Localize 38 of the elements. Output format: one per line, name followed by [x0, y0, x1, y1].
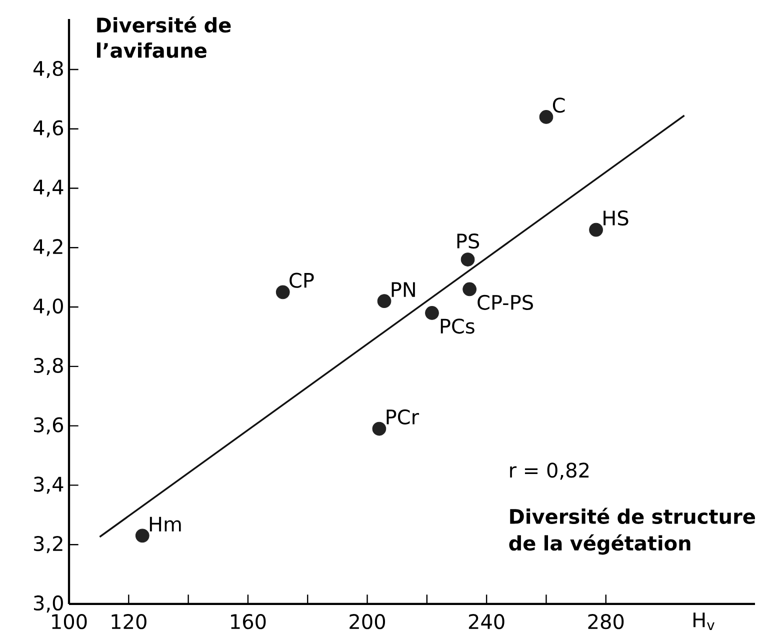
x-tick-label: 240: [468, 614, 504, 630]
point: [539, 110, 554, 124]
point: [589, 222, 603, 237]
point: [135, 528, 150, 543]
series-label: C: [552, 98, 565, 113]
series-label: PCr: [386, 409, 420, 425]
series-label: PCs: [440, 318, 474, 334]
x-axis-title: H$_{v}$: [694, 612, 714, 630]
x-tick-label: 200: [350, 614, 386, 630]
y-tick-label: 3,8: [34, 358, 63, 376]
series-label: Hm: [150, 516, 181, 532]
x-tick-label: 100: [52, 614, 87, 630]
annotation: r = 0,82: [510, 462, 589, 480]
y-tick-label: 3,0: [34, 595, 63, 613]
y-tick-label: 4,2: [33, 239, 62, 256]
y-tick-label: 4,6: [33, 120, 64, 138]
point: [372, 422, 386, 436]
annotation: Diversité de structure de la végétation: [509, 508, 755, 555]
y-tick-label: 3,4: [34, 476, 64, 494]
y-tick-label: 3,6: [34, 417, 64, 434]
x-tick-label: 120: [112, 614, 146, 630]
y-tick-label: 4,8: [33, 60, 63, 78]
series-label: CP-PS: [478, 294, 533, 310]
y-axis-title: Diversité de l’avifaune: [97, 16, 231, 58]
point: [276, 285, 290, 300]
point: [377, 294, 392, 308]
series-label: PN: [392, 282, 415, 297]
point: [460, 252, 475, 266]
series-label: CP: [290, 272, 314, 288]
y-tick-label: 4,0: [33, 298, 63, 316]
point: [425, 306, 439, 320]
y-tick-label: 4,4: [33, 180, 64, 197]
series-label: PS: [457, 233, 480, 249]
x-tick-label: 280: [588, 614, 624, 630]
x-tick-label: 160: [231, 614, 266, 630]
series-label: HS: [604, 210, 628, 226]
y-tick-label: 3,2: [34, 536, 62, 554]
point: [462, 282, 477, 296]
